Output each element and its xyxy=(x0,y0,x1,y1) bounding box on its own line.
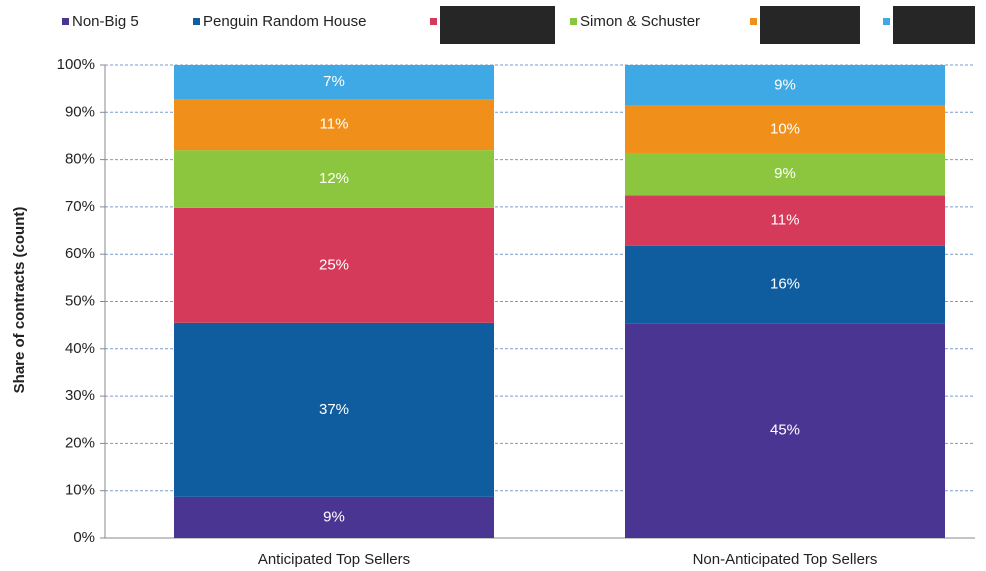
bar-segment xyxy=(174,496,494,538)
y-tick-label: 30% xyxy=(65,387,95,404)
value-label: 45% xyxy=(770,422,800,439)
bar-segment xyxy=(625,245,945,324)
y-axis-title: Share of contracts (count) xyxy=(11,207,28,394)
legend-redaction xyxy=(440,6,555,44)
bar-segment xyxy=(625,152,945,196)
value-label: 9% xyxy=(774,165,796,182)
value-label: 11% xyxy=(320,116,349,133)
legend-redaction xyxy=(893,6,975,44)
legend-label: Penguin Random House xyxy=(203,13,366,30)
value-label: 7% xyxy=(323,73,345,90)
y-tick-label: 0% xyxy=(73,529,95,546)
legend-label: Simon & Schuster xyxy=(580,13,700,30)
value-label: 12% xyxy=(319,170,349,187)
value-label: 10% xyxy=(770,120,800,137)
legend-redaction xyxy=(760,6,860,44)
value-label: 9% xyxy=(323,508,345,525)
x-tick-label: Non-Anticipated Top Sellers xyxy=(693,551,878,568)
y-tick-label: 50% xyxy=(65,292,95,309)
value-label: 9% xyxy=(774,76,796,93)
value-label: 11% xyxy=(771,212,800,229)
legend-swatch xyxy=(883,18,890,25)
y-tick-label: 20% xyxy=(65,434,95,451)
legend-swatch xyxy=(193,18,200,25)
legend-swatch xyxy=(62,18,69,25)
value-label: 16% xyxy=(770,275,800,292)
value-label: 37% xyxy=(319,401,349,418)
y-tick-label: 40% xyxy=(65,340,95,357)
bar-segment xyxy=(625,105,945,153)
bar-segment xyxy=(625,195,945,246)
value-label: 25% xyxy=(319,256,349,273)
y-tick-label: 70% xyxy=(65,198,95,215)
y-tick-label: 80% xyxy=(65,151,95,168)
bar-segment xyxy=(625,323,945,538)
y-tick-label: 90% xyxy=(65,103,95,120)
legend-swatch xyxy=(570,18,577,25)
y-tick-label: 100% xyxy=(57,56,95,73)
bar-segment xyxy=(174,99,494,151)
legend-label: Non-Big 5 xyxy=(72,13,139,30)
y-tick-label: 10% xyxy=(65,482,95,499)
legend-swatch xyxy=(750,18,757,25)
bar-segment xyxy=(174,207,494,323)
bar-segment xyxy=(174,322,494,497)
x-tick-label: Anticipated Top Sellers xyxy=(258,551,410,568)
bar-segment xyxy=(625,65,945,106)
bar-segment xyxy=(174,150,494,208)
y-tick-label: 60% xyxy=(65,245,95,262)
legend-swatch xyxy=(430,18,437,25)
bar-segment xyxy=(174,65,494,100)
